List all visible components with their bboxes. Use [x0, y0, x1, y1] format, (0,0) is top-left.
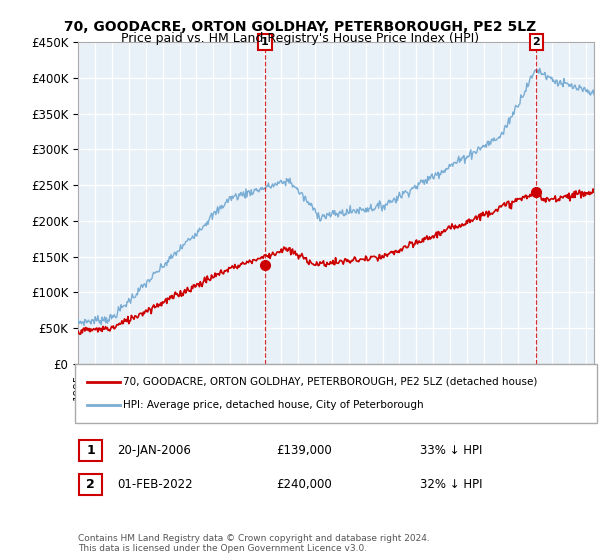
Text: 2: 2	[532, 37, 540, 47]
Text: 1: 1	[86, 444, 95, 458]
Text: 20-JAN-2006: 20-JAN-2006	[117, 444, 191, 458]
Text: £139,000: £139,000	[276, 444, 332, 458]
Text: 32% ↓ HPI: 32% ↓ HPI	[420, 478, 482, 491]
Text: 01-FEB-2022: 01-FEB-2022	[117, 478, 193, 491]
Text: 2: 2	[86, 478, 95, 491]
Text: 1: 1	[261, 37, 269, 47]
Text: Price paid vs. HM Land Registry's House Price Index (HPI): Price paid vs. HM Land Registry's House …	[121, 32, 479, 45]
Text: 33% ↓ HPI: 33% ↓ HPI	[420, 444, 482, 458]
Text: 70, GOODACRE, ORTON GOLDHAY, PETERBOROUGH, PE2 5LZ (detached house): 70, GOODACRE, ORTON GOLDHAY, PETERBOROUG…	[123, 377, 538, 387]
Text: Contains HM Land Registry data © Crown copyright and database right 2024.
This d: Contains HM Land Registry data © Crown c…	[78, 534, 430, 553]
Text: 70, GOODACRE, ORTON GOLDHAY, PETERBOROUGH, PE2 5LZ: 70, GOODACRE, ORTON GOLDHAY, PETERBOROUG…	[64, 20, 536, 34]
Text: £240,000: £240,000	[276, 478, 332, 491]
Text: HPI: Average price, detached house, City of Peterborough: HPI: Average price, detached house, City…	[123, 400, 424, 410]
